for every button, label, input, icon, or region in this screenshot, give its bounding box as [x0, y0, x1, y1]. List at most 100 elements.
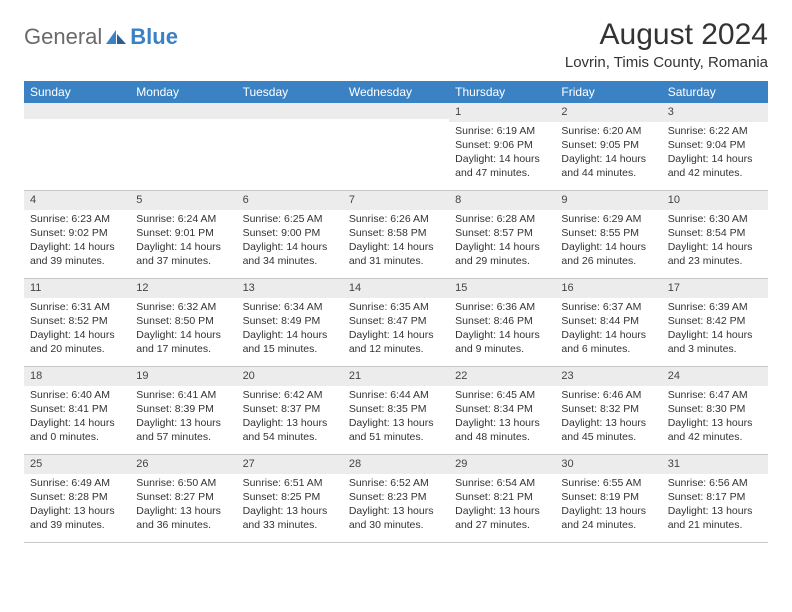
sunrise-text: Sunrise: 6:20 AM	[561, 124, 655, 138]
sunset-text: Sunset: 9:01 PM	[136, 226, 230, 240]
daylight-text: Daylight: 13 hours and 57 minutes.	[136, 416, 230, 444]
daylight-text: Daylight: 14 hours and 26 minutes.	[561, 240, 655, 268]
daylight-text: Daylight: 13 hours and 51 minutes.	[349, 416, 443, 444]
cell-body: Sunrise: 6:28 AMSunset: 8:57 PMDaylight:…	[449, 212, 555, 269]
cell-body: Sunrise: 6:54 AMSunset: 8:21 PMDaylight:…	[449, 476, 555, 533]
daylight-text: Daylight: 13 hours and 27 minutes.	[455, 504, 549, 532]
sunrise-text: Sunrise: 6:55 AM	[561, 476, 655, 490]
day-number: 2	[555, 103, 661, 122]
calendar-cell-empty	[343, 103, 449, 191]
sunset-text: Sunset: 8:32 PM	[561, 402, 655, 416]
daylight-text: Daylight: 13 hours and 54 minutes.	[243, 416, 337, 444]
sunset-text: Sunset: 8:21 PM	[455, 490, 549, 504]
day-number: 17	[662, 279, 768, 298]
day-number: 1	[449, 103, 555, 122]
daylight-text: Daylight: 13 hours and 45 minutes.	[561, 416, 655, 444]
sunrise-text: Sunrise: 6:32 AM	[136, 300, 230, 314]
sunset-text: Sunset: 8:17 PM	[668, 490, 762, 504]
daylight-text: Daylight: 13 hours and 24 minutes.	[561, 504, 655, 532]
day-number: 9	[555, 191, 661, 210]
daylight-text: Daylight: 14 hours and 15 minutes.	[243, 328, 337, 356]
sunrise-text: Sunrise: 6:47 AM	[668, 388, 762, 402]
logo-sail-icon	[104, 28, 128, 46]
calendar-cell: 14Sunrise: 6:35 AMSunset: 8:47 PMDayligh…	[343, 279, 449, 367]
sunrise-text: Sunrise: 6:44 AM	[349, 388, 443, 402]
sunset-text: Sunset: 8:39 PM	[136, 402, 230, 416]
calendar-cell: 23 Sunrise: 6:46 AMSunset: 8:32 PMDayligh…	[555, 367, 661, 455]
day-number: 22	[449, 367, 555, 386]
sunset-text: Sunset: 8:44 PM	[561, 314, 655, 328]
sunset-text: Sunset: 8:46 PM	[455, 314, 549, 328]
sunset-text: Sunset: 9:06 PM	[455, 138, 549, 152]
sunrise-text: Sunrise: 6:42 AM	[243, 388, 337, 402]
daylight-text: Daylight: 14 hours and 42 minutes.	[668, 152, 762, 180]
daylight-text: Daylight: 14 hours and 39 minutes.	[30, 240, 124, 268]
cell-body: Sunrise: 6:44 AMSunset: 8:35 PMDaylight:…	[343, 388, 449, 445]
daylight-text: Daylight: 13 hours and 39 minutes.	[30, 504, 124, 532]
calendar-cell: 17 Sunrise: 6:39 AMSunset: 8:42 PMDayligh…	[662, 279, 768, 367]
day-number	[130, 103, 236, 119]
sunrise-text: Sunrise: 6:45 AM	[455, 388, 549, 402]
sunset-text: Sunset: 8:52 PM	[30, 314, 124, 328]
cell-body: Sunrise: 6:35 AMSunset: 8:47 PMDaylight:…	[343, 300, 449, 357]
cell-body: Sunrise: 6:23 AMSunset: 9:02 PMDaylight:…	[24, 212, 130, 269]
sunrise-text: Sunrise: 6:29 AM	[561, 212, 655, 226]
sunset-text: Sunset: 8:54 PM	[668, 226, 762, 240]
sunrise-text: Sunrise: 6:46 AM	[561, 388, 655, 402]
sunrise-text: Sunrise: 6:19 AM	[455, 124, 549, 138]
day-number	[237, 103, 343, 119]
logo-text-general: General	[24, 24, 102, 50]
calendar-cell: 4Sunrise: 6:23 AMSunset: 9:02 PMDaylight…	[24, 191, 130, 279]
cell-body: Sunrise: 6:39 AMSunset: 8:42 PMDaylight:…	[662, 300, 768, 357]
day-number: 16	[555, 279, 661, 298]
calendar-cell: 27Sunrise: 6:51 AMSunset: 8:25 PMDayligh…	[237, 455, 343, 543]
sunrise-text: Sunrise: 6:36 AM	[455, 300, 549, 314]
month-title: August 2024	[565, 18, 768, 52]
sunrise-text: Sunrise: 6:30 AM	[668, 212, 762, 226]
cell-body: Sunrise: 6:36 AMSunset: 8:46 PMDaylight:…	[449, 300, 555, 357]
day-number: 3	[662, 103, 768, 122]
sunset-text: Sunset: 8:35 PM	[349, 402, 443, 416]
day-number	[343, 103, 449, 119]
cell-body: Sunrise: 6:22 AMSunset: 9:04 PMDaylight:…	[662, 124, 768, 181]
day-number: 21	[343, 367, 449, 386]
daylight-text: Daylight: 13 hours and 30 minutes.	[349, 504, 443, 532]
cell-body: Sunrise: 6:19 AMSunset: 9:06 PMDaylight:…	[449, 124, 555, 181]
calendar: SundayMondayTuesdayWednesdayThursdayFrid…	[24, 81, 768, 543]
calendar-cell: 22Sunrise: 6:45 AMSunset: 8:34 PMDayligh…	[449, 367, 555, 455]
sunset-text: Sunset: 8:28 PM	[30, 490, 124, 504]
day-number: 31	[662, 455, 768, 474]
cell-body: Sunrise: 6:25 AMSunset: 9:00 PMDaylight:…	[237, 212, 343, 269]
cell-body: Sunrise: 6:40 AMSunset: 8:41 PMDaylight:…	[24, 388, 130, 445]
calendar-cell: 5Sunrise: 6:24 AMSunset: 9:01 PMDaylight…	[130, 191, 236, 279]
weekday-header: Friday	[555, 81, 661, 103]
calendar-cell: 7Sunrise: 6:26 AMSunset: 8:58 PMDaylight…	[343, 191, 449, 279]
cell-body: Sunrise: 6:30 AMSunset: 8:54 PMDaylight:…	[662, 212, 768, 269]
sunrise-text: Sunrise: 6:22 AM	[668, 124, 762, 138]
sunrise-text: Sunrise: 6:40 AM	[30, 388, 124, 402]
sunset-text: Sunset: 8:49 PM	[243, 314, 337, 328]
day-number: 27	[237, 455, 343, 474]
weekday-header: Thursday	[449, 81, 555, 103]
calendar-cell: 1 Sunrise: 6:19 AMSunset: 9:06 PMDaylight…	[449, 103, 555, 191]
cell-body: Sunrise: 6:41 AMSunset: 8:39 PMDaylight:…	[130, 388, 236, 445]
cell-body: Sunrise: 6:34 AMSunset: 8:49 PMDaylight:…	[237, 300, 343, 357]
day-number: 23	[555, 367, 661, 386]
calendar-cell-empty	[24, 103, 130, 191]
daylight-text: Daylight: 13 hours and 36 minutes.	[136, 504, 230, 532]
cell-body: Sunrise: 6:50 AMSunset: 8:27 PMDaylight:…	[130, 476, 236, 533]
calendar-cell: 30Sunrise: 6:55 AMSunset: 8:19 PMDayligh…	[555, 455, 661, 543]
calendar-cell: 6Sunrise: 6:25 AMSunset: 9:00 PMDaylight…	[237, 191, 343, 279]
sunrise-text: Sunrise: 6:35 AM	[349, 300, 443, 314]
daylight-text: Daylight: 14 hours and 34 minutes.	[243, 240, 337, 268]
cell-body: Sunrise: 6:52 AMSunset: 8:23 PMDaylight:…	[343, 476, 449, 533]
weekday-header: Sunday	[24, 81, 130, 103]
calendar-cell: 31Sunrise: 6:56 AMSunset: 8:17 PMDayligh…	[662, 455, 768, 543]
day-number: 18	[24, 367, 130, 386]
sunrise-text: Sunrise: 6:24 AM	[136, 212, 230, 226]
daylight-text: Daylight: 13 hours and 48 minutes.	[455, 416, 549, 444]
daylight-text: Daylight: 14 hours and 0 minutes.	[30, 416, 124, 444]
day-number: 5	[130, 191, 236, 210]
sunrise-text: Sunrise: 6:34 AM	[243, 300, 337, 314]
day-number: 25	[24, 455, 130, 474]
